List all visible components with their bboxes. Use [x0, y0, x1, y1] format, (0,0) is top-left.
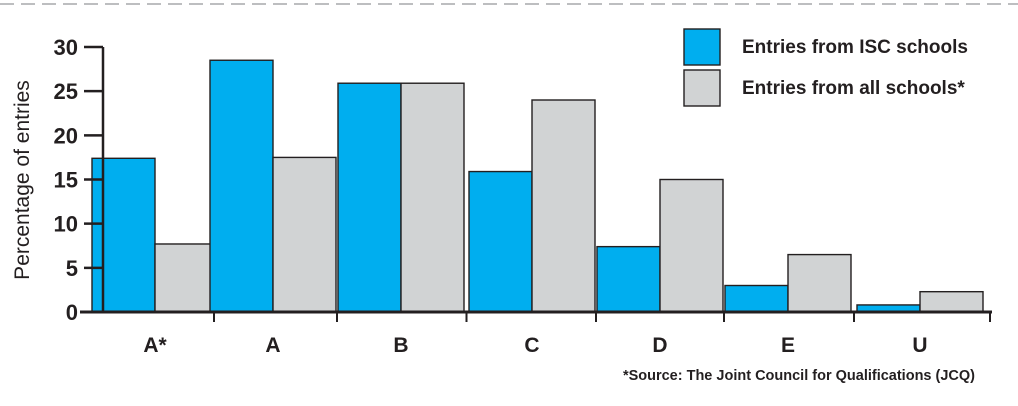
bar-isc-5	[724, 284, 789, 313]
bar-isc-4	[596, 245, 661, 313]
x-category-label-1: A	[265, 334, 280, 357]
x-category-label-5: E	[781, 334, 795, 357]
source-note: *Source: The Joint Council for Qualifica…	[623, 368, 975, 384]
bar-all-6	[919, 290, 984, 313]
y-tick-label-20: 20	[54, 123, 78, 148]
axes-layer: 0 5 10 15 20 25 30 A* A B C D E U	[54, 35, 992, 357]
legend-label-1: Entries from all schools*	[742, 78, 965, 99]
legend: Entries from ISC schools Entries from all…	[683, 28, 968, 107]
bar-isc-1	[209, 59, 274, 313]
y-tick-label-10: 10	[54, 212, 78, 237]
bar-isc-2	[337, 82, 402, 313]
y-tick-label-0: 0	[66, 300, 78, 325]
y-axis-title: Percentage of entries	[11, 80, 34, 280]
y-tick-label-30: 30	[54, 35, 78, 60]
x-category-label-4: D	[652, 334, 667, 357]
bar-all-0	[154, 243, 219, 313]
legend-swatch-0	[683, 28, 721, 66]
bars-layer	[91, 59, 984, 313]
bar-all-4	[659, 178, 724, 313]
bar-isc-0	[91, 157, 156, 313]
x-category-label-0: A*	[143, 334, 167, 357]
x-category-label-3: C	[524, 334, 539, 357]
legend-label-0: Entries from ISC schools	[742, 37, 968, 58]
bar-all-3	[531, 99, 596, 313]
y-tick-label-5: 5	[66, 256, 78, 281]
x-category-label-2: B	[393, 334, 408, 357]
bar-isc-3	[468, 170, 533, 313]
y-tick-label-15: 15	[54, 168, 78, 193]
y-tick-label-25: 25	[54, 79, 78, 104]
x-category-label-6: U	[912, 334, 927, 357]
legend-swatch-1	[683, 69, 721, 107]
bar-all-2	[400, 82, 465, 313]
bar-all-5	[787, 253, 852, 313]
bar-all-1	[272, 156, 337, 313]
